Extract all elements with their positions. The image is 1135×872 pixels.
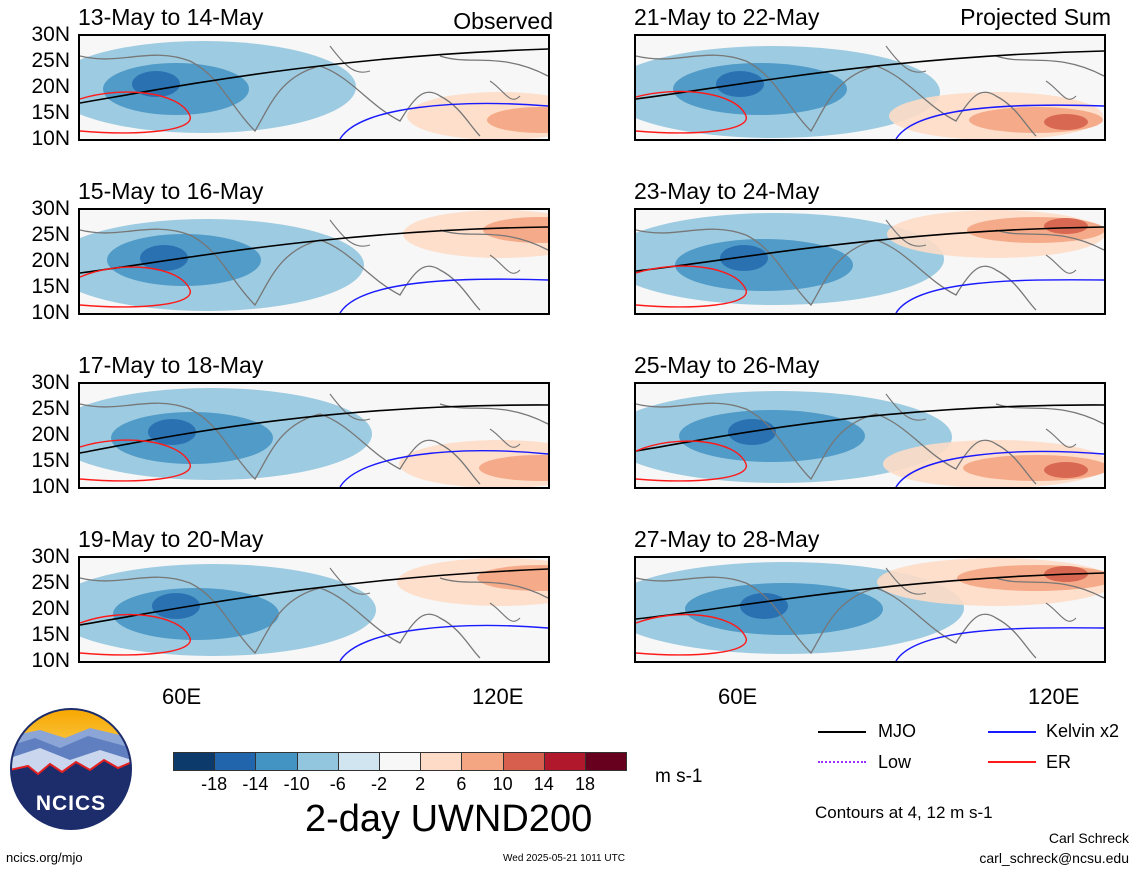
colorbar-tick-label: 6 (456, 774, 467, 794)
panel-title: 25-May to 26-May (634, 352, 820, 378)
lat-label: 15N (31, 623, 70, 646)
colorbar-tick-label: 18 (574, 774, 596, 794)
low-legend-line (818, 761, 866, 763)
panel-title: 19-May to 20-May (78, 526, 264, 552)
colorbar-tick-label: -18 (201, 774, 228, 794)
colorbar-tick-label: -10 (283, 774, 310, 794)
contour-note: Contours at 4, 12 m s-1 (815, 803, 993, 822)
lat-label: 25N (31, 397, 70, 420)
lat-label: 10N (31, 475, 70, 498)
colorbar-tick-label: -14 (242, 774, 269, 794)
panel-corner-label: Projected Sum (960, 4, 1111, 30)
lat-label: 30N (31, 23, 70, 46)
lat-label: 25N (31, 223, 70, 246)
main-title: 2-day UWND200 (305, 798, 593, 840)
colorbar-swatch (379, 752, 422, 771)
logo-text: NCICS (35, 792, 107, 815)
footer-email: carl_schreck@ncsu.edu (979, 850, 1129, 866)
colorbar-tick-label: -2 (370, 774, 387, 794)
kelvin-legend-line (988, 731, 1036, 733)
ncics-logo: NCICS (10, 708, 132, 830)
panel-title: 23-May to 24-May (634, 178, 820, 204)
colorbar-swatch (337, 752, 380, 771)
colorbar-swatch (585, 752, 628, 771)
colorbar-swatch (461, 752, 504, 771)
colorbar-units: m s-1 (655, 766, 703, 787)
lat-label: 20N (31, 423, 70, 446)
colorbar-swatch (543, 752, 586, 771)
lat-label: 25N (31, 571, 70, 594)
panel-corner-label: Observed (453, 8, 553, 34)
panel-title: 17-May to 18-May (78, 352, 264, 378)
er-legend-line (988, 761, 1036, 763)
lon-label-right-60: 60E (718, 684, 758, 709)
map-panel (78, 382, 550, 489)
map-panel (634, 556, 1106, 663)
lat-label: 10N (31, 649, 70, 672)
panel-title: 15-May to 16-May (78, 178, 264, 204)
er-legend-label: ER (1046, 752, 1072, 772)
footer-timestamp: Wed 2025-05-21 1011 UTC (503, 853, 625, 864)
lat-label: 20N (31, 249, 70, 272)
lat-label: 10N (31, 301, 70, 324)
mjo-legend-label: MJO (878, 721, 916, 741)
map-panel (634, 208, 1106, 315)
footer-author: Carl Schreck (1048, 830, 1129, 846)
lat-label: 10N (31, 127, 70, 150)
map-panel (78, 34, 550, 141)
colorbar-tick-label: 10 (492, 774, 513, 794)
colorbar-swatch (255, 752, 298, 771)
lat-label: 15N (31, 275, 70, 298)
lon-label-right-120: 120E (1028, 684, 1080, 709)
panel-title: 13-May to 14-May (78, 4, 264, 30)
lat-label: 20N (31, 75, 70, 98)
map-panel (78, 208, 550, 315)
map-panel (634, 382, 1106, 489)
mjo-legend-line (818, 731, 866, 733)
lat-label: 15N (31, 449, 70, 472)
colorbar-swatch (214, 752, 257, 771)
colorbar-swatch (502, 752, 545, 771)
colorbar-tick-label: 14 (533, 774, 554, 794)
lon-label-left-60: 60E (162, 684, 202, 709)
lat-label: 20N (31, 597, 70, 620)
low-legend-label: Low (878, 752, 912, 772)
lat-label: 30N (31, 371, 70, 394)
lat-label: 25N (31, 49, 70, 72)
colorbar-swatch (296, 752, 339, 771)
colorbar-swatch (173, 752, 216, 771)
footer-url: ncics.org/mjo (6, 850, 83, 865)
lat-label: 15N (31, 101, 70, 124)
panel-title: 21-May to 22-May (634, 4, 820, 30)
panel-title: 27-May to 28-May (634, 526, 820, 552)
colorbar-tick-label: -6 (329, 774, 346, 794)
lat-label: 30N (31, 545, 70, 568)
colorbar-tick-label: 2 (415, 774, 426, 794)
lat-label: 30N (31, 197, 70, 220)
kelvin-legend-label: Kelvin x2 (1046, 721, 1120, 741)
map-panel (634, 34, 1106, 141)
lon-label-left-120: 120E (472, 684, 524, 709)
map-panel (78, 556, 550, 663)
colorbar-swatch (420, 752, 463, 771)
